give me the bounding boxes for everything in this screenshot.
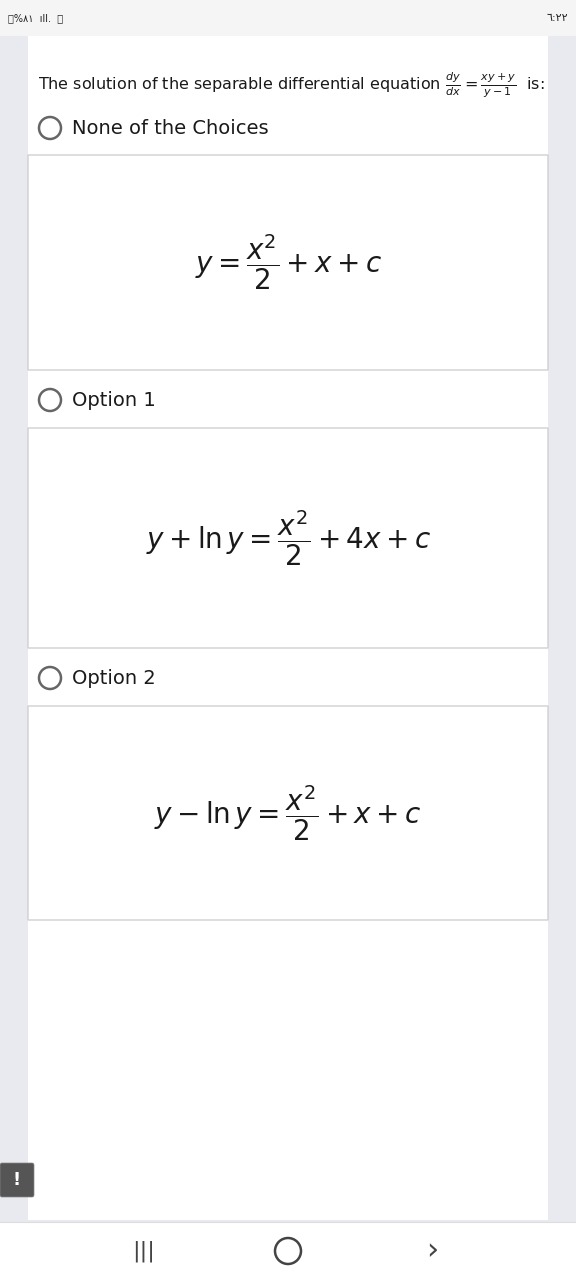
- Text: The solution of the separable differential equation $\frac{dy}{dx} = \frac{xy+y}: The solution of the separable differenti…: [38, 70, 545, 100]
- Bar: [0, 0, 576, 36]
- FancyBboxPatch shape: [28, 428, 548, 648]
- Text: 🔋%٨١  ıll.  🔊: 🔋%٨١ ıll. 🔊: [8, 13, 63, 23]
- Text: ٦:٢٢: ٦:٢٢: [547, 13, 568, 23]
- Text: ›: ›: [426, 1236, 438, 1266]
- Text: !: !: [13, 1171, 21, 1189]
- Text: $y + \ln y = \dfrac{x^{2}}{2} + 4x + c$: $y + \ln y = \dfrac{x^{2}}{2} + 4x + c$: [146, 508, 430, 568]
- Text: $y - \ln y = \dfrac{x^{2}}{2} + x + c$: $y - \ln y = \dfrac{x^{2}}{2} + x + c$: [154, 783, 422, 842]
- FancyBboxPatch shape: [0, 1164, 34, 1197]
- FancyBboxPatch shape: [28, 707, 548, 920]
- FancyBboxPatch shape: [28, 155, 548, 370]
- Text: |||: |||: [132, 1240, 156, 1262]
- Text: Option 1: Option 1: [72, 390, 156, 410]
- Text: None of the Choices: None of the Choices: [72, 119, 268, 137]
- Text: Option 2: Option 2: [72, 668, 156, 687]
- Text: $y = \dfrac{x^{2}}{2} + x + c$: $y = \dfrac{x^{2}}{2} + x + c$: [195, 233, 381, 292]
- Bar: [0, 1222, 576, 1280]
